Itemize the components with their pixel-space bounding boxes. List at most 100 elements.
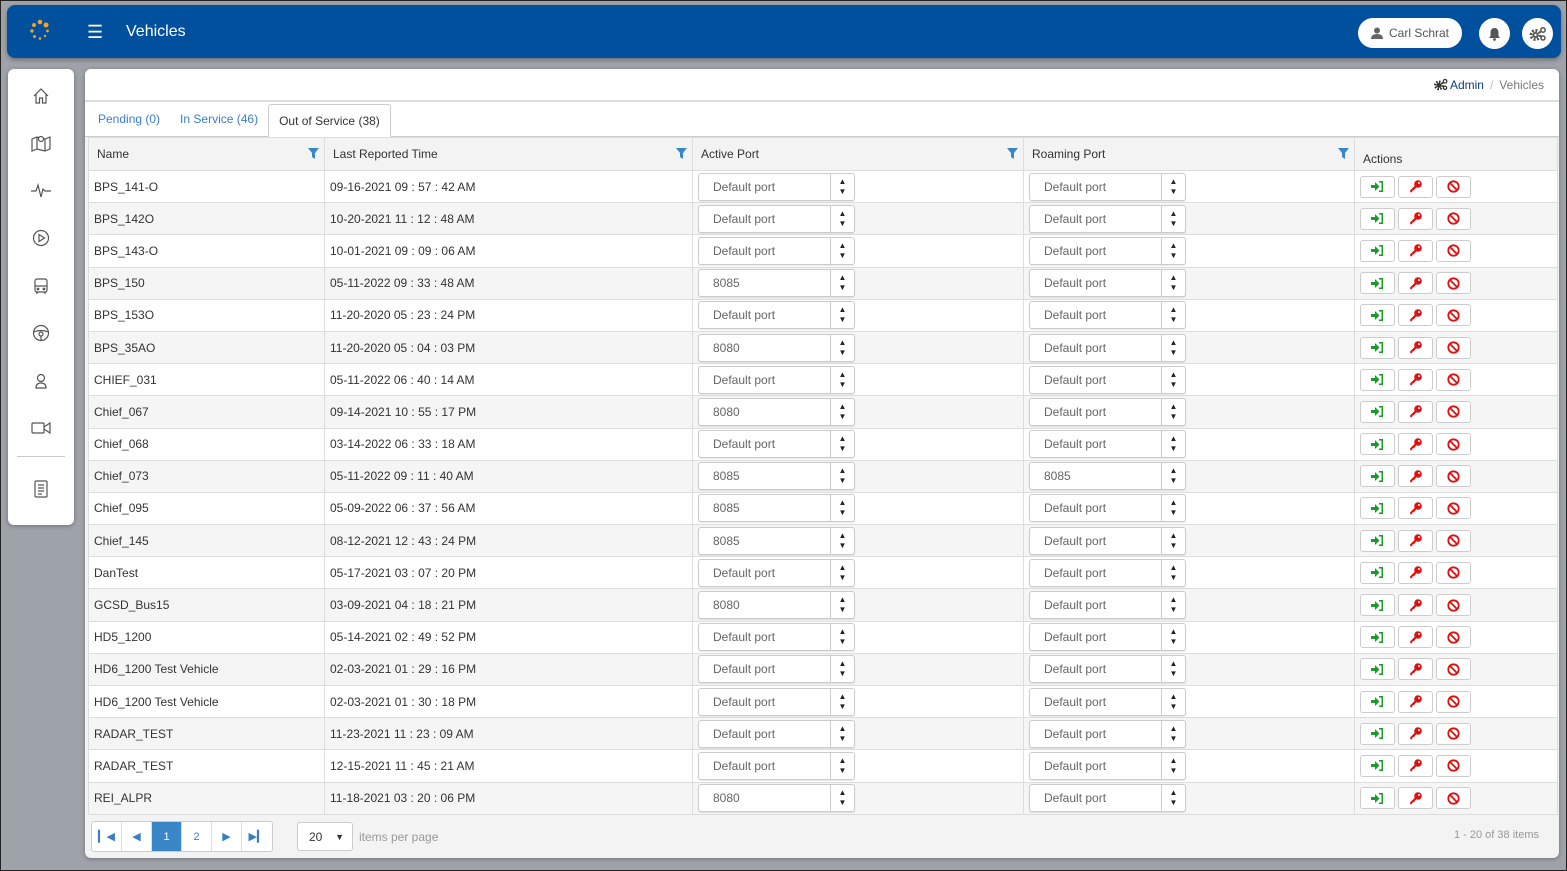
decrement-arrow-icon[interactable]: ▼ [1169, 186, 1178, 196]
decrement-arrow-icon[interactable]: ▼ [1169, 637, 1178, 647]
active-port-input[interactable]: Default port ▲ ▼ [698, 236, 855, 265]
port-value[interactable]: Default port [713, 758, 776, 773]
spinner[interactable]: ▲ ▼ [830, 656, 854, 683]
increment-arrow-icon[interactable]: ▲ [1169, 401, 1178, 411]
key-button[interactable] [1398, 207, 1433, 230]
disable-button[interactable] [1436, 400, 1471, 423]
spinner[interactable]: ▲ ▼ [830, 720, 854, 747]
decrement-arrow-icon[interactable]: ▼ [838, 701, 847, 711]
port-value[interactable]: 8085 [713, 501, 740, 516]
roaming-port-input[interactable]: Default port ▲ ▼ [1029, 236, 1186, 265]
decrement-arrow-icon[interactable]: ▼ [1169, 347, 1178, 357]
activate-button[interactable] [1360, 561, 1395, 584]
increment-arrow-icon[interactable]: ▲ [1169, 208, 1178, 218]
decrement-arrow-icon[interactable]: ▼ [838, 637, 847, 647]
port-value[interactable]: Default port [1044, 598, 1107, 613]
active-port-input[interactable]: Default port ▲ ▼ [698, 365, 855, 394]
increment-arrow-icon[interactable]: ▲ [1169, 788, 1178, 798]
spinner[interactable]: ▲ ▼ [1161, 624, 1185, 651]
port-value[interactable]: 8080 [713, 340, 740, 355]
increment-arrow-icon[interactable]: ▲ [838, 369, 847, 379]
activate-button[interactable] [1360, 465, 1395, 488]
disable-button[interactable] [1436, 207, 1471, 230]
decrement-arrow-icon[interactable]: ▼ [838, 444, 847, 454]
port-value[interactable]: Default port [713, 662, 776, 677]
increment-arrow-icon[interactable]: ▲ [1169, 305, 1178, 315]
activate-button[interactable] [1360, 239, 1395, 262]
decrement-arrow-icon[interactable]: ▼ [1169, 798, 1178, 808]
active-port-input[interactable]: Default port ▲ ▼ [698, 204, 855, 233]
active-port-input[interactable]: Default port ▲ ▼ [698, 719, 855, 748]
active-port-input[interactable]: Default port ▲ ▼ [698, 430, 855, 459]
active-port-input[interactable]: 8080 ▲ ▼ [698, 591, 855, 620]
activate-button[interactable] [1360, 529, 1395, 552]
increment-arrow-icon[interactable]: ▲ [1169, 337, 1178, 347]
disable-button[interactable] [1436, 594, 1471, 617]
decrement-arrow-icon[interactable]: ▼ [1169, 765, 1178, 775]
last-page-button[interactable]: ▶▎ [248, 831, 266, 843]
activate-button[interactable] [1360, 207, 1395, 230]
increment-arrow-icon[interactable]: ▲ [1169, 273, 1178, 283]
increment-arrow-icon[interactable]: ▲ [1169, 659, 1178, 669]
active-port-input[interactable]: 8085 ▲ ▼ [698, 462, 855, 491]
increment-arrow-icon[interactable]: ▲ [838, 530, 847, 540]
spinner[interactable]: ▲ ▼ [1161, 173, 1185, 200]
spinner[interactable]: ▲ ▼ [1161, 785, 1185, 812]
tab-out-of-service[interactable]: Out of Service (38) [268, 104, 391, 137]
breadcrumb-admin[interactable]: Admin [1449, 77, 1484, 92]
decrement-arrow-icon[interactable]: ▼ [1169, 444, 1178, 454]
user-button[interactable]: Carl Schrat [1358, 18, 1462, 48]
port-value[interactable]: 8085 [713, 469, 740, 484]
disable-button[interactable] [1436, 561, 1471, 584]
port-value[interactable]: Default port [1044, 243, 1107, 258]
key-button[interactable] [1398, 368, 1433, 391]
active-port-input[interactable]: Default port ▲ ▼ [698, 301, 855, 330]
roaming-port-input[interactable]: Default port ▲ ▼ [1029, 558, 1186, 587]
roaming-port-input[interactable]: Default port ▲ ▼ [1029, 623, 1186, 652]
active-port-input[interactable]: 8080 ▲ ▼ [698, 333, 855, 362]
roaming-port-input[interactable]: Default port ▲ ▼ [1029, 687, 1186, 716]
decrement-arrow-icon[interactable]: ▼ [1169, 315, 1178, 325]
activate-button[interactable] [1360, 368, 1395, 391]
port-value[interactable]: Default port [713, 211, 776, 226]
roaming-port-input[interactable]: Default port ▲ ▼ [1029, 494, 1186, 523]
spinner[interactable]: ▲ ▼ [830, 559, 854, 586]
decrement-arrow-icon[interactable]: ▼ [1169, 283, 1178, 293]
spinner[interactable]: ▲ ▼ [830, 205, 854, 232]
increment-arrow-icon[interactable]: ▲ [838, 498, 847, 508]
increment-arrow-icon[interactable]: ▲ [1169, 562, 1178, 572]
active-port-input[interactable]: Default port ▲ ▼ [698, 751, 855, 780]
disable-button[interactable] [1436, 529, 1471, 552]
activate-button[interactable] [1360, 626, 1395, 649]
spinner[interactable]: ▲ ▼ [830, 173, 854, 200]
increment-arrow-icon[interactable]: ▲ [1169, 755, 1178, 765]
increment-arrow-icon[interactable]: ▲ [1169, 369, 1178, 379]
roaming-port-input[interactable]: Default port ▲ ▼ [1029, 526, 1186, 555]
sidebar-item-drivers[interactable] [8, 310, 74, 358]
notifications-button[interactable] [1479, 18, 1510, 49]
decrement-arrow-icon[interactable]: ▼ [838, 283, 847, 293]
activate-button[interactable] [1360, 433, 1395, 456]
activate-button[interactable] [1360, 497, 1395, 520]
port-value[interactable]: Default port [713, 308, 776, 323]
spinner[interactable]: ▲ ▼ [1161, 205, 1185, 232]
roaming-port-input[interactable]: Default port ▲ ▼ [1029, 365, 1186, 394]
increment-arrow-icon[interactable]: ▲ [838, 176, 847, 186]
increment-arrow-icon[interactable]: ▲ [1169, 498, 1178, 508]
increment-arrow-icon[interactable]: ▲ [1169, 176, 1178, 186]
decrement-arrow-icon[interactable]: ▼ [838, 315, 847, 325]
spinner[interactable]: ▲ ▼ [1161, 720, 1185, 747]
decrement-arrow-icon[interactable]: ▼ [838, 605, 847, 615]
disable-button[interactable] [1436, 368, 1471, 391]
decrement-arrow-icon[interactable]: ▼ [1169, 250, 1178, 260]
increment-arrow-icon[interactable]: ▲ [1169, 595, 1178, 605]
decrement-arrow-icon[interactable]: ▼ [838, 733, 847, 743]
disable-button[interactable] [1436, 754, 1471, 777]
decrement-arrow-icon[interactable]: ▼ [1169, 701, 1178, 711]
filter-icon[interactable] [1007, 148, 1018, 162]
active-port-input[interactable]: Default port ▲ ▼ [698, 687, 855, 716]
disable-button[interactable] [1436, 787, 1471, 810]
sidebar-item-video[interactable] [8, 405, 74, 453]
spinner[interactable]: ▲ ▼ [830, 237, 854, 264]
port-value[interactable]: Default port [1044, 694, 1107, 709]
